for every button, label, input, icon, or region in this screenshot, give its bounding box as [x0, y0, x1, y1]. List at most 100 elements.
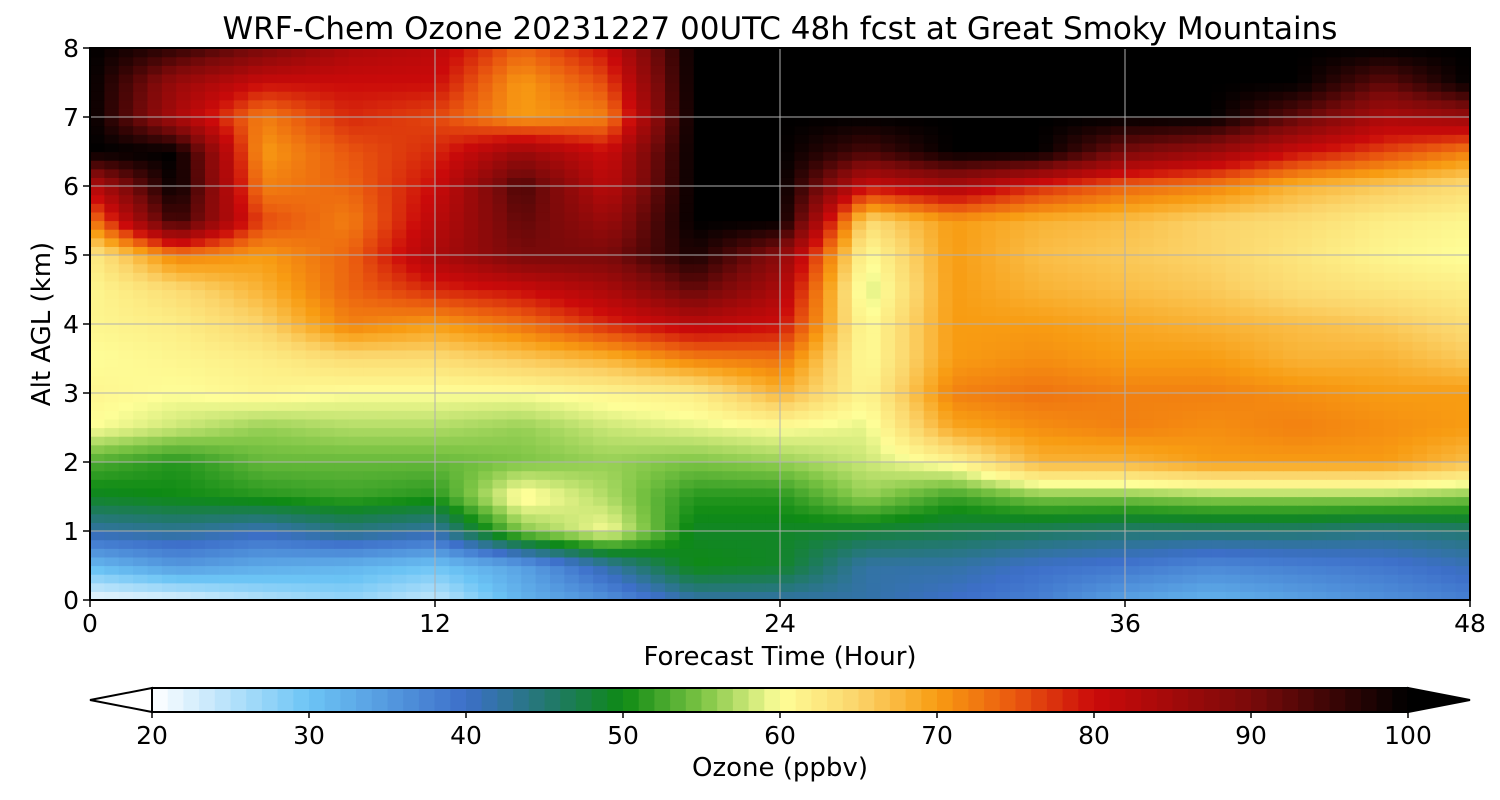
heatmap-cell — [1297, 522, 1313, 532]
heatmap-cell — [895, 582, 910, 592]
heatmap-cell — [1441, 151, 1457, 161]
heatmap-cell — [147, 177, 163, 187]
heatmap-cell — [90, 479, 105, 489]
heatmap-cell — [104, 505, 120, 515]
heatmap-cell — [895, 436, 910, 446]
heatmap-cell — [233, 505, 249, 515]
heatmap-cell — [420, 556, 436, 567]
heatmap-cell — [1398, 479, 1414, 489]
heatmap-cell — [262, 539, 278, 549]
heatmap-cell — [607, 237, 623, 247]
heatmap-cell — [1153, 315, 1169, 325]
heatmap-cell — [1053, 556, 1069, 567]
heatmap-cell — [118, 418, 134, 429]
heatmap-cell — [1426, 255, 1442, 265]
heatmap-cell — [550, 211, 565, 222]
heatmap-cell — [248, 522, 264, 532]
heatmap-cell — [1096, 289, 1112, 299]
heatmap-cell — [305, 203, 321, 213]
heatmap-cell — [995, 453, 1011, 463]
heatmap-cell — [377, 582, 393, 592]
heatmap-cell — [765, 427, 781, 437]
heatmap-cell — [1196, 280, 1212, 291]
heatmap-cell — [909, 263, 925, 273]
heatmap-cell — [808, 453, 824, 463]
heatmap-cell — [1182, 341, 1198, 351]
heatmap-cell — [765, 375, 781, 385]
heatmap-cell — [751, 349, 767, 360]
heatmap-cell — [1441, 280, 1457, 291]
heatmap-cell — [722, 324, 738, 334]
heatmap-cell — [478, 556, 494, 567]
heatmap-cell — [823, 168, 839, 178]
heatmap-cell — [693, 203, 709, 213]
heatmap-cell — [679, 151, 695, 161]
heatmap-cell — [305, 229, 321, 239]
heatmap-cell — [176, 548, 192, 558]
heatmap-cell — [578, 160, 594, 170]
heatmap-cell — [665, 367, 680, 377]
heatmap-cell — [1010, 384, 1025, 394]
heatmap-cell — [736, 177, 752, 187]
heatmap-cell — [1340, 358, 1356, 368]
heatmap-cell — [133, 306, 149, 316]
heatmap-cell — [938, 384, 954, 394]
heatmap-cell — [334, 444, 350, 454]
heatmap-cell — [176, 194, 192, 204]
heatmap-cell — [161, 574, 177, 584]
heatmap-cell — [478, 531, 494, 541]
heatmap-cell — [578, 565, 594, 575]
heatmap-cell — [909, 358, 925, 368]
heatmap-cell — [1168, 160, 1184, 170]
heatmap-cell — [1283, 418, 1299, 429]
heatmap-cell — [808, 160, 824, 170]
heatmap-cell — [521, 505, 537, 515]
heatmap-cell — [205, 246, 220, 256]
heatmap-cell — [1067, 444, 1083, 454]
heatmap-cell — [909, 427, 925, 437]
heatmap-cell — [1412, 358, 1428, 368]
heatmap-cell — [880, 375, 896, 385]
heatmap-cell — [449, 574, 465, 584]
heatmap-cell — [1340, 237, 1356, 247]
heatmap-cell — [205, 324, 220, 334]
heatmap-cell — [751, 194, 767, 204]
heatmap-cell — [118, 341, 134, 351]
heatmap-cell — [665, 255, 680, 265]
heatmap-cell — [1139, 341, 1155, 351]
heatmap-cell — [1254, 548, 1270, 558]
heatmap-cell — [593, 505, 609, 515]
heatmap-cell — [1311, 436, 1327, 446]
heatmap-cell — [665, 229, 680, 239]
heatmap-cell — [248, 453, 264, 463]
heatmap-cell — [1038, 470, 1054, 480]
heatmap-cell — [1096, 462, 1112, 472]
heatmap-cell — [348, 513, 364, 523]
heatmap-cell — [765, 367, 781, 377]
heatmap-cell — [133, 194, 149, 204]
heatmap-cell — [492, 237, 508, 247]
heatmap-cell — [1225, 255, 1241, 265]
heatmap-cell — [1455, 220, 1471, 230]
heatmap-cell — [1139, 358, 1155, 368]
heatmap-cell — [276, 194, 292, 204]
heatmap-cell — [1383, 341, 1399, 351]
heatmap-cell — [1096, 194, 1112, 204]
heatmap-cell — [808, 220, 824, 230]
heatmap-cell — [1369, 186, 1385, 196]
heatmap-cell — [679, 358, 695, 368]
heatmap-cell — [1311, 255, 1327, 265]
heatmap-cell — [1196, 186, 1212, 196]
heatmap-cell — [765, 263, 781, 273]
heatmap-cell — [794, 393, 810, 403]
heatmap-cell — [1455, 384, 1471, 394]
heatmap-cell — [492, 341, 508, 351]
heatmap-cell — [492, 582, 508, 592]
heatmap-cell — [363, 436, 379, 446]
heatmap-cell — [147, 591, 163, 601]
heatmap-cell — [981, 194, 997, 204]
heatmap-cell — [104, 272, 120, 282]
heatmap-cell — [866, 496, 882, 506]
heatmap-cell — [1441, 246, 1457, 256]
heatmap-cell — [1240, 487, 1255, 498]
